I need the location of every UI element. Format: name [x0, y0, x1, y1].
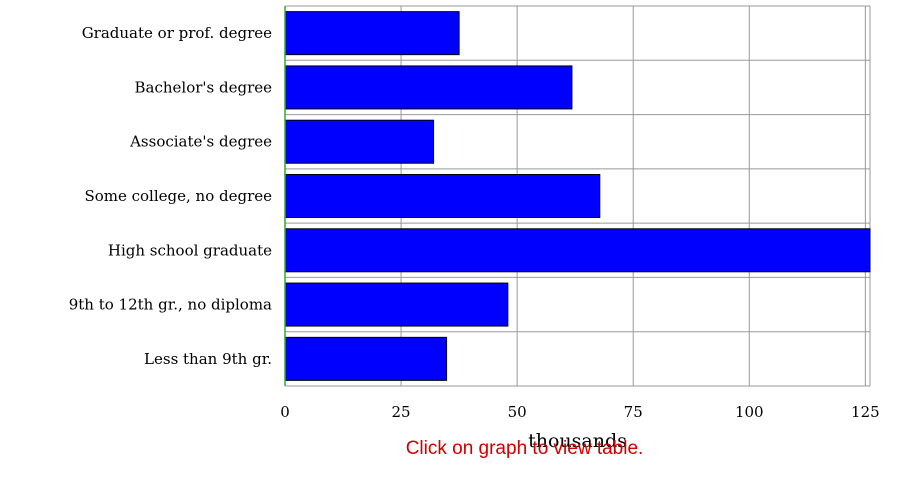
x-tick-label-75: 75	[624, 403, 643, 421]
x-axis-title: thousands	[528, 430, 627, 452]
category-label-4: High school graduate	[108, 241, 272, 259]
category-label-3: Some college, no degree	[84, 187, 272, 205]
x-tick-label-125: 125	[851, 403, 880, 421]
bar-0	[284, 11, 460, 56]
x-tick-label-25: 25	[392, 403, 411, 421]
category-label-5: 9th to 12th gr., no diploma	[69, 296, 272, 314]
category-label-2: Associate's degree	[129, 133, 272, 151]
x-tick-label-50: 50	[508, 403, 527, 421]
bar-4	[284, 228, 871, 273]
bar-3	[284, 174, 601, 218]
x-tick-label-100: 100	[735, 403, 764, 421]
category-label-6: Less than 9th gr.	[144, 350, 272, 368]
bar-2	[284, 119, 435, 164]
click-to-view-table-note[interactable]: Click on graph to view table.	[405, 438, 644, 459]
bar-5	[284, 282, 509, 327]
category-label-0: Graduate or prof. degree	[82, 24, 272, 42]
category-label-1: Bachelor's degree	[135, 78, 273, 96]
bar-1	[284, 65, 573, 110]
x-tick-label-0: 0	[280, 403, 290, 421]
bar-6	[284, 336, 448, 381]
